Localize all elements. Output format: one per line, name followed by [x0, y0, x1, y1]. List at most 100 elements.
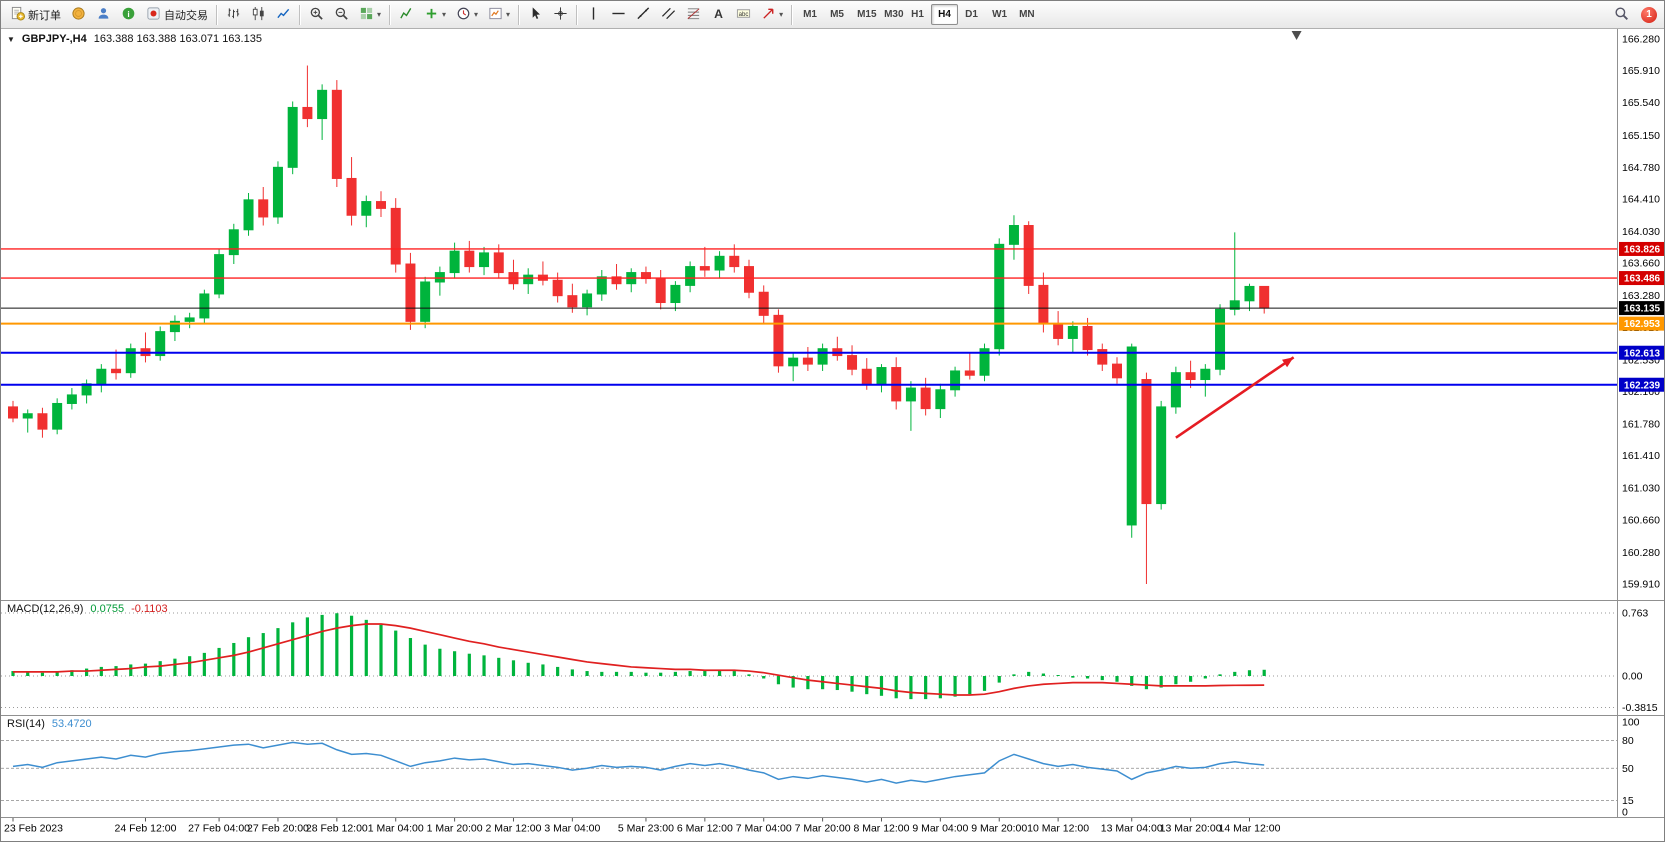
- mql5-market-button[interactable]: [66, 3, 91, 26]
- line-chart-mode-button[interactable]: [271, 3, 296, 26]
- arrows-tool-button[interactable]: ▾: [756, 3, 788, 26]
- svg-text:164.780: 164.780: [1622, 162, 1660, 174]
- svg-text:161.410: 161.410: [1622, 450, 1660, 462]
- svg-text:159.910: 159.910: [1622, 579, 1660, 591]
- timeframe-w1-button[interactable]: W1: [985, 4, 1012, 25]
- macd-indicator-label: MACD(12,26,9) 0.0755 -0.1103: [7, 603, 168, 615]
- svg-text:24 Feb 12:00: 24 Feb 12:00: [115, 823, 177, 835]
- svg-text:162.953: 162.953: [1624, 319, 1661, 330]
- rsi-indicator-label: RSI(14) 53.4720: [7, 718, 92, 730]
- timeframe-mn-button[interactable]: MN: [1012, 4, 1039, 25]
- findicator-icon: [399, 6, 414, 24]
- notification-badge[interactable]: 1: [1641, 6, 1657, 23]
- svg-text:163.135: 163.135: [1624, 304, 1661, 315]
- svg-text:9 Mar 04:00: 9 Mar 04:00: [912, 823, 968, 835]
- candlestick-mode-button[interactable]: [246, 3, 271, 26]
- vertical-line-tool-button[interactable]: [581, 3, 606, 26]
- trendline-tool-button[interactable]: [631, 3, 656, 26]
- arrowtool-icon: [761, 6, 776, 24]
- svg-text:1 Mar 04:00: 1 Mar 04:00: [368, 823, 424, 835]
- svg-text:7 Mar 20:00: 7 Mar 20:00: [795, 823, 851, 835]
- horizontal-line-tool-button[interactable]: [606, 3, 631, 26]
- toolbar-separator: [518, 4, 521, 25]
- macd-value: 0.0755: [90, 603, 125, 615]
- svg-text:-0.3815: -0.3815: [1622, 702, 1658, 714]
- zoom-in-button[interactable]: [304, 3, 329, 26]
- svg-text:1 Mar 20:00: 1 Mar 20:00: [427, 823, 483, 835]
- fibo-icon: [686, 6, 701, 24]
- timeframe-m15-button[interactable]: M15: [850, 4, 877, 25]
- search-button[interactable]: [1609, 3, 1634, 26]
- price-tag: [1619, 377, 1664, 392]
- new-order-label: 新订单: [28, 9, 61, 22]
- autotrade-icon: [146, 6, 161, 24]
- zoom-out-button[interactable]: [329, 3, 354, 26]
- new-order-button[interactable]: 新订单: [5, 3, 66, 26]
- svg-text:161.030: 161.030: [1622, 483, 1660, 495]
- trend-arrow-annotation[interactable]: [1175, 356, 1295, 439]
- chart-symbol-readout: ▼ GBPJPY-,H4 163.388 163.388 163.071 163…: [7, 33, 262, 45]
- community-button[interactable]: [91, 3, 116, 26]
- caret-down-icon: ▾: [474, 9, 479, 19]
- person-icon: [96, 6, 111, 24]
- svg-text:0.00: 0.00: [1622, 671, 1643, 683]
- svg-text:0.763: 0.763: [1622, 607, 1648, 619]
- channel-tool-button[interactable]: [656, 3, 681, 26]
- timeframe-d1-button[interactable]: D1: [958, 4, 985, 25]
- bar-chart-mode-button[interactable]: [221, 3, 246, 26]
- svg-text:163.486: 163.486: [1624, 274, 1661, 285]
- timeframe-h1-button[interactable]: H1: [904, 4, 931, 25]
- zoomin-icon: [309, 6, 324, 24]
- bars-icon: [226, 6, 241, 24]
- svg-text:5 Mar 23:00: 5 Mar 23:00: [618, 823, 674, 835]
- template-icon: [488, 6, 503, 24]
- macd-panel[interactable]: 0.763 0.00 -0.3815: [1, 607, 1658, 714]
- ohlc-readout: 163.388 163.388 163.071 163.135: [93, 33, 262, 45]
- auto-trading-button[interactable]: 自动交易: [141, 3, 213, 26]
- svg-text:163.826: 163.826: [1624, 245, 1661, 256]
- auto-trading-label: 自动交易: [164, 9, 208, 22]
- indicators-list-button[interactable]: [394, 3, 419, 26]
- label-tool-button[interactable]: abc: [731, 3, 756, 26]
- toolbar-right: 1: [1609, 3, 1660, 26]
- rsi-line: [12, 741, 1265, 784]
- svg-text:13 Mar 20:00: 13 Mar 20:00: [1160, 823, 1222, 835]
- timeframe-m30-button[interactable]: M30: [877, 4, 904, 25]
- cursor-icon: [528, 6, 543, 24]
- macd-signal-value: -0.1103: [131, 603, 168, 615]
- svg-text:9 Mar 20:00: 9 Mar 20:00: [971, 823, 1027, 835]
- chart-shift-marker[interactable]: [1291, 31, 1302, 40]
- price-tag: [1619, 301, 1664, 316]
- macd-histogram: [11, 613, 1266, 700]
- chart-menu-icon[interactable]: ▼: [7, 35, 15, 44]
- text-tool-button[interactable]: A: [706, 3, 731, 26]
- templates-button[interactable]: ▾: [483, 3, 515, 26]
- svg-text:166.280: 166.280: [1622, 34, 1660, 46]
- vline-icon: [586, 6, 601, 24]
- tile-windows-button[interactable]: ▾: [354, 3, 386, 26]
- timeframe-h4-button[interactable]: H4: [931, 4, 959, 25]
- hline-icon: [611, 6, 626, 24]
- timeframe-m5-button[interactable]: M5: [823, 4, 850, 25]
- periods-button[interactable]: ▾: [451, 3, 483, 26]
- add-indicator-button[interactable]: ▾: [419, 3, 451, 26]
- help-button[interactable]: i: [116, 3, 141, 26]
- price-tag: [1619, 345, 1664, 360]
- svg-text:27 Feb 20:00: 27 Feb 20:00: [247, 823, 309, 835]
- symbol-period-label: GBPJPY-,H4: [21, 33, 87, 45]
- info-icon: i: [121, 6, 136, 24]
- crosshair-tool-button[interactable]: [548, 3, 573, 26]
- clock-icon: [456, 6, 471, 24]
- candles-icon: [251, 6, 266, 24]
- panel-borders: [1, 29, 1664, 818]
- svg-text:13 Mar 04:00: 13 Mar 04:00: [1101, 823, 1163, 835]
- timeframe-m1-button[interactable]: M1: [796, 4, 823, 25]
- grid-icon: [359, 6, 374, 24]
- fibonacci-tool-button[interactable]: [681, 3, 706, 26]
- rsi-panel[interactable]: 100 80 50 150: [1, 717, 1640, 819]
- hlines-layer: [1, 248, 1617, 386]
- cursor-tool-button[interactable]: [523, 3, 548, 26]
- svg-text:27 Feb 04:00: 27 Feb 04:00: [188, 823, 250, 835]
